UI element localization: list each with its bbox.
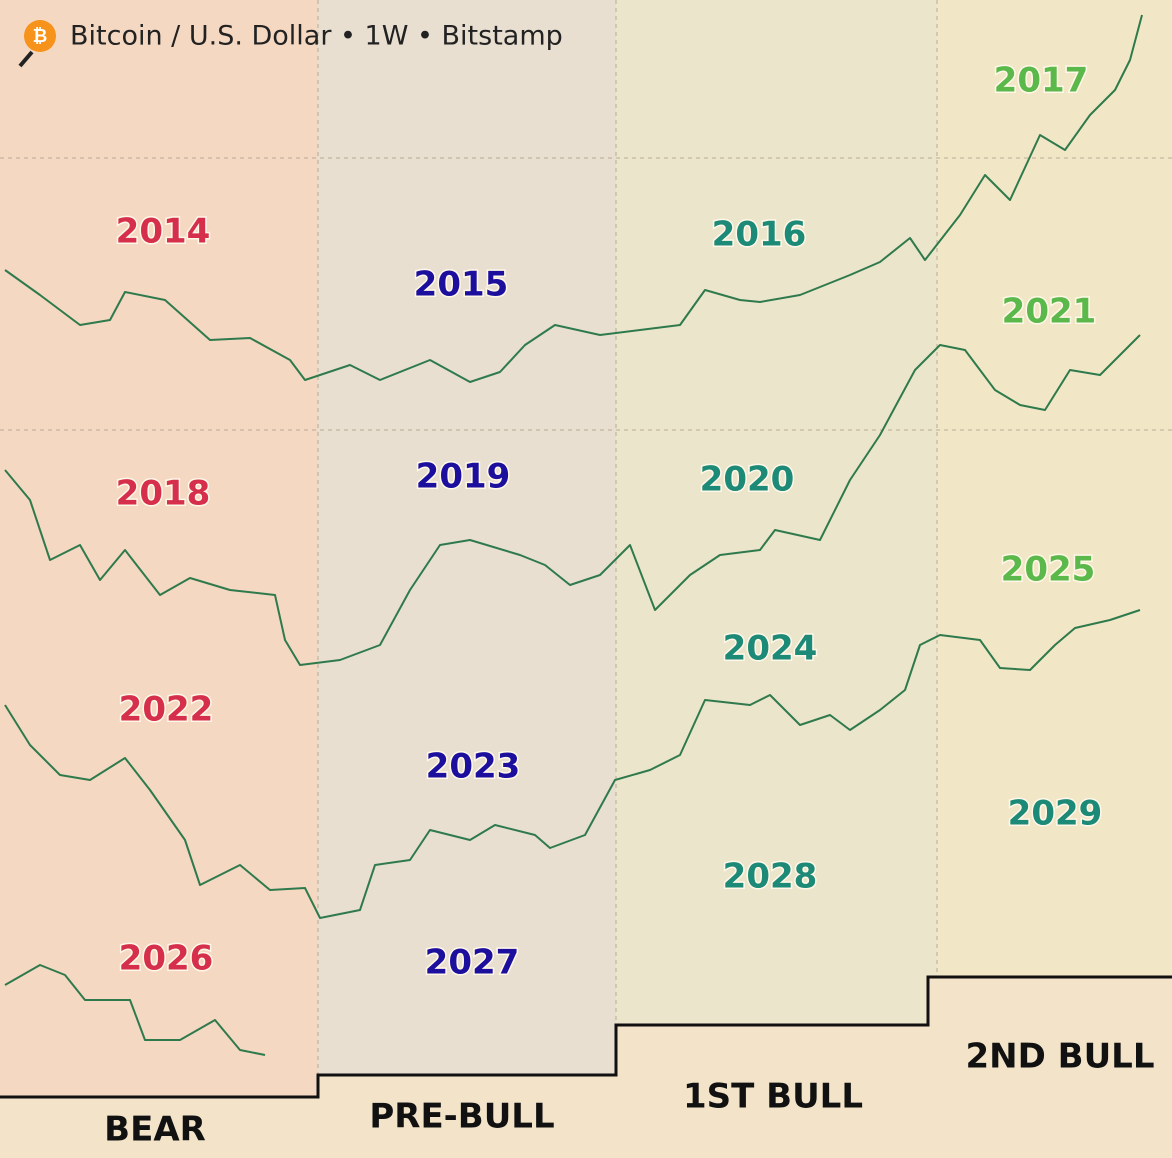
- phase-labels: BEAR PRE-BULL 1ST BULL 2ND BULL: [104, 1037, 1154, 1150]
- year-label: 2028: [723, 857, 818, 897]
- bitcoin-icon: [24, 20, 56, 52]
- year-label: 2020: [700, 460, 795, 500]
- bitcoin-symbol: ₿: [33, 26, 48, 47]
- phase-label: 1ST BULL: [683, 1077, 863, 1117]
- stair-line: [0, 975, 1172, 1099]
- price-line: [4, 609, 1141, 919]
- year-label: 2015: [414, 265, 509, 305]
- first-bull-zone: [616, 0, 937, 1158]
- year-label: 2021: [1002, 292, 1097, 332]
- bear-zone: [0, 0, 318, 1158]
- phase-label: BEAR: [104, 1110, 206, 1150]
- header-title: Bitcoin / U.S. Dollar • 1W • Bitstamp: [70, 21, 563, 52]
- second-bull-zone: [937, 0, 1172, 1158]
- year-label: 2014: [116, 212, 211, 252]
- stair-fill: [0, 977, 1172, 1158]
- year-label: 2017: [994, 61, 1089, 101]
- year-label: 2016: [712, 215, 807, 255]
- year-label: 2022: [119, 690, 214, 730]
- icon-pen: [18, 50, 34, 68]
- year-label: 2024: [723, 629, 818, 669]
- price-line: [4, 14, 1143, 383]
- pre-bull-zone: [318, 0, 616, 1158]
- phase-label: 2ND BULL: [965, 1037, 1154, 1077]
- year-label: 2018: [116, 474, 211, 514]
- year-label: 2026: [119, 939, 214, 979]
- phase-label: PRE-BULL: [369, 1097, 554, 1137]
- year-label: 2025: [1001, 550, 1096, 590]
- year-label: 2027: [425, 943, 520, 983]
- price-line: [4, 334, 1141, 666]
- year-label: 2029: [1008, 794, 1103, 834]
- year-labels: 2014 2015 2016 2017 2018 2019 2020 2021 2022 2023…: [114, 59, 1104, 984]
- year-label: 2023: [426, 747, 521, 787]
- year-label: 2019: [416, 457, 511, 497]
- price-line: [4, 964, 266, 1056]
